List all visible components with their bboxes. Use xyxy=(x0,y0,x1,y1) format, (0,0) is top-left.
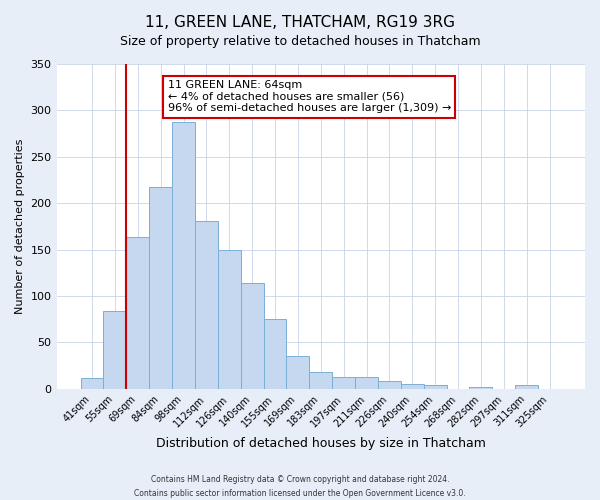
Bar xyxy=(127,236,149,389)
Bar xyxy=(332,377,355,389)
Text: Contains HM Land Registry data © Crown copyright and database right 2024.
Contai: Contains HM Land Registry data © Crown c… xyxy=(134,476,466,498)
Text: 11 GREEN LANE: 64sqm
← 4% of detached houses are smaller (56)
96% of semi-detach: 11 GREEN LANE: 64sqm ← 4% of detached ho… xyxy=(167,80,451,114)
Bar xyxy=(195,221,218,389)
Y-axis label: Number of detached properties: Number of detached properties xyxy=(15,139,25,314)
Bar xyxy=(263,320,286,389)
Bar xyxy=(401,384,424,389)
Text: 11, GREEN LANE, THATCHAM, RG19 3RG: 11, GREEN LANE, THATCHAM, RG19 3RG xyxy=(145,15,455,30)
Bar xyxy=(378,380,401,389)
Bar xyxy=(103,311,127,389)
Bar xyxy=(80,378,103,389)
Bar xyxy=(172,122,195,389)
Bar xyxy=(424,385,446,389)
Bar xyxy=(355,377,378,389)
Bar xyxy=(218,250,241,389)
Bar xyxy=(515,385,538,389)
Bar xyxy=(241,283,263,389)
X-axis label: Distribution of detached houses by size in Thatcham: Distribution of detached houses by size … xyxy=(156,437,486,450)
Bar xyxy=(149,186,172,389)
Text: Size of property relative to detached houses in Thatcham: Size of property relative to detached ho… xyxy=(119,35,481,48)
Bar xyxy=(286,356,310,389)
Bar xyxy=(469,387,493,389)
Bar xyxy=(310,372,332,389)
